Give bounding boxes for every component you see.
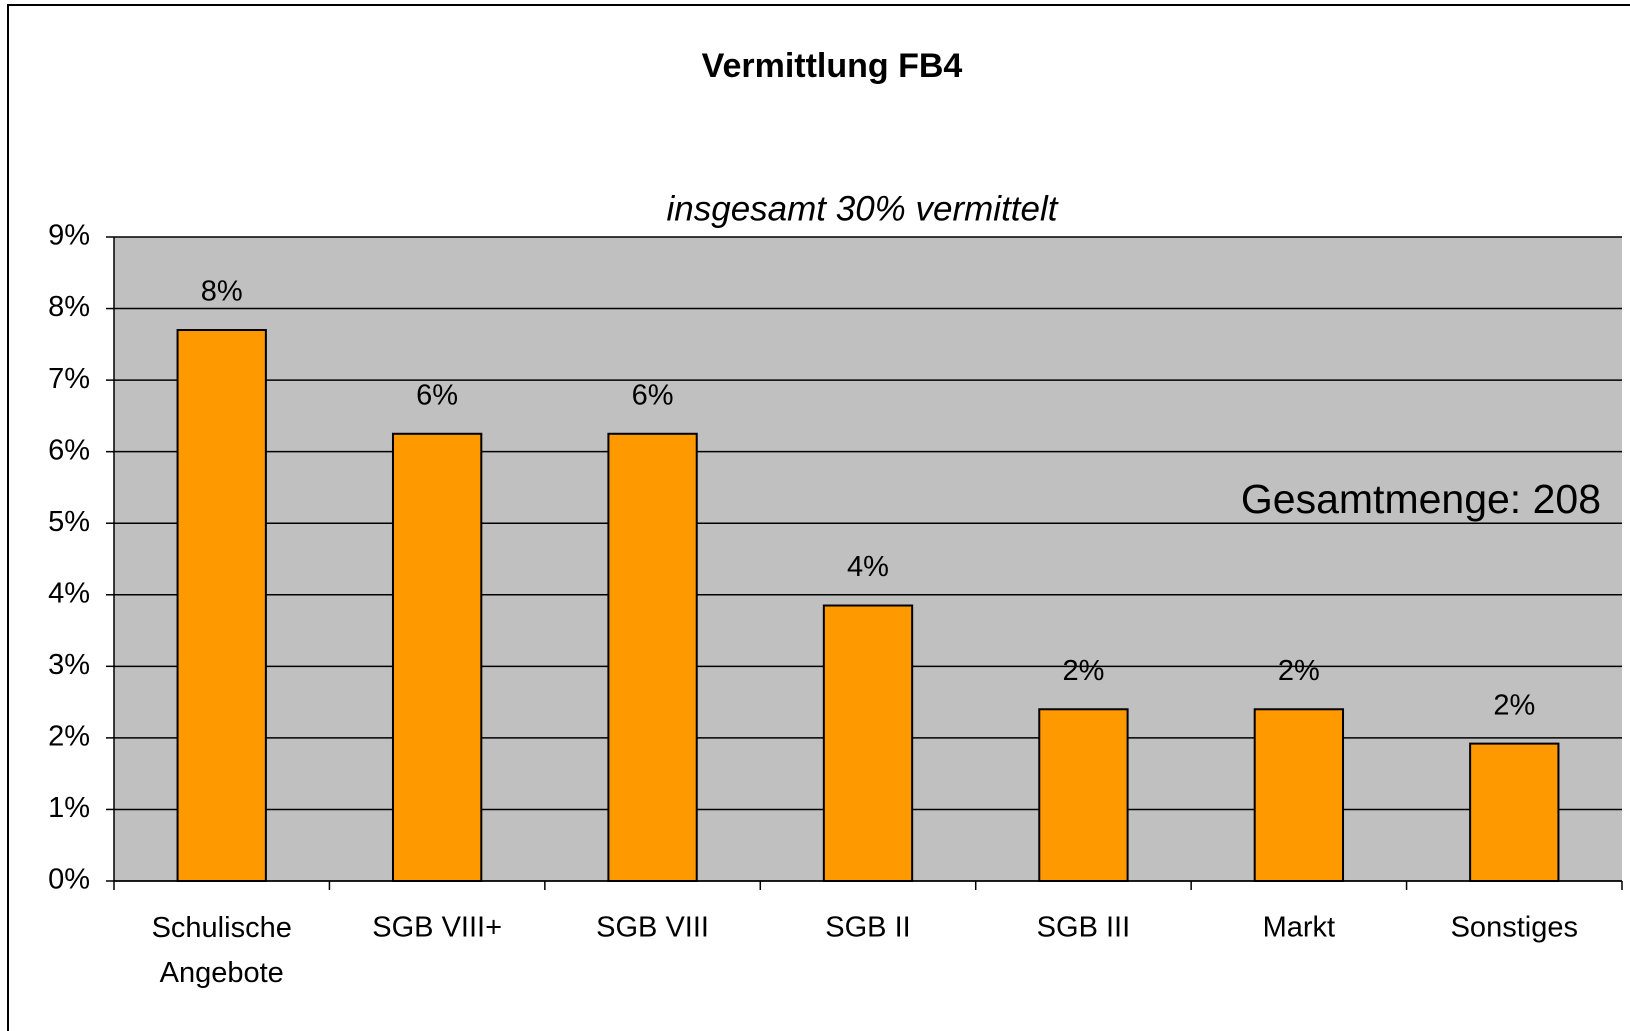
y-tick-label: 4% [48,577,90,609]
y-tick-label: 5% [48,506,90,538]
x-tick-label: Markt [1263,912,1336,944]
value-label: 2% [1493,689,1535,721]
x-tick-label: SGB III [1037,912,1130,944]
y-tick-label: 2% [48,721,90,753]
value-label: 6% [632,379,674,411]
value-label: 8% [201,276,243,308]
annotation: Gesamtmenge: 208 [1241,476,1601,522]
bar [1469,742,1560,883]
bar [822,604,914,882]
y-tick-label: 0% [48,864,90,896]
value-label: 2% [1278,655,1320,687]
bar [607,432,698,882]
y-tick-label: 8% [48,291,90,323]
chart-subtitle: insgesamt 30% vermittelt [667,189,1059,228]
y-tick-label: 1% [48,792,90,824]
y-tick-label: 9% [48,220,90,252]
value-label: 4% [847,551,889,583]
y-tick-label: 6% [48,434,90,466]
value-label: 6% [416,379,458,411]
value-label: 2% [1062,655,1104,687]
bar [391,432,483,882]
x-tick-label: SGB VIII [596,912,709,944]
bar [176,329,267,882]
x-tick-label: Schulische Angebote [152,912,292,989]
x-tick-label: Sonstiges [1451,912,1578,944]
x-tick-label: SGB II [825,912,910,944]
chart-title: Vermittlung FB4 [702,47,963,85]
y-tick-label: 3% [48,649,90,681]
x-tick-label: SGB VIII+ [372,912,502,944]
bar [1253,708,1345,882]
y-tick-label: 7% [48,363,90,395]
bar [1038,708,1129,882]
